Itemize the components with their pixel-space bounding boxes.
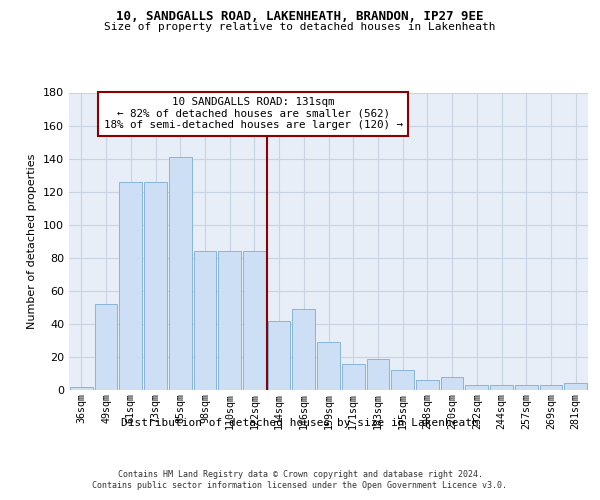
Bar [317, 342, 340, 390]
Bar [144, 182, 167, 390]
Bar [490, 385, 513, 390]
Bar [416, 380, 439, 390]
Bar [119, 182, 142, 390]
Bar [95, 304, 118, 390]
Bar [367, 358, 389, 390]
Bar [391, 370, 414, 390]
Bar [441, 377, 463, 390]
Bar [292, 309, 315, 390]
Bar [342, 364, 365, 390]
Bar [466, 385, 488, 390]
Bar [515, 385, 538, 390]
Bar [169, 157, 191, 390]
Bar [70, 386, 93, 390]
Text: Size of property relative to detached houses in Lakenheath: Size of property relative to detached ho… [104, 22, 496, 32]
Text: Contains public sector information licensed under the Open Government Licence v3: Contains public sector information licen… [92, 481, 508, 490]
Text: Contains HM Land Registry data © Crown copyright and database right 2024.: Contains HM Land Registry data © Crown c… [118, 470, 482, 479]
Text: Distribution of detached houses by size in Lakenheath: Distribution of detached houses by size … [121, 418, 479, 428]
Text: 10 SANDGALLS ROAD: 131sqm
← 82% of detached houses are smaller (562)
18% of semi: 10 SANDGALLS ROAD: 131sqm ← 82% of detac… [104, 97, 403, 130]
Bar [564, 384, 587, 390]
Text: 10, SANDGALLS ROAD, LAKENHEATH, BRANDON, IP27 9EE: 10, SANDGALLS ROAD, LAKENHEATH, BRANDON,… [116, 10, 484, 23]
Bar [194, 251, 216, 390]
Bar [539, 385, 562, 390]
Bar [268, 320, 290, 390]
Bar [243, 251, 266, 390]
Bar [218, 251, 241, 390]
Y-axis label: Number of detached properties: Number of detached properties [28, 154, 37, 329]
